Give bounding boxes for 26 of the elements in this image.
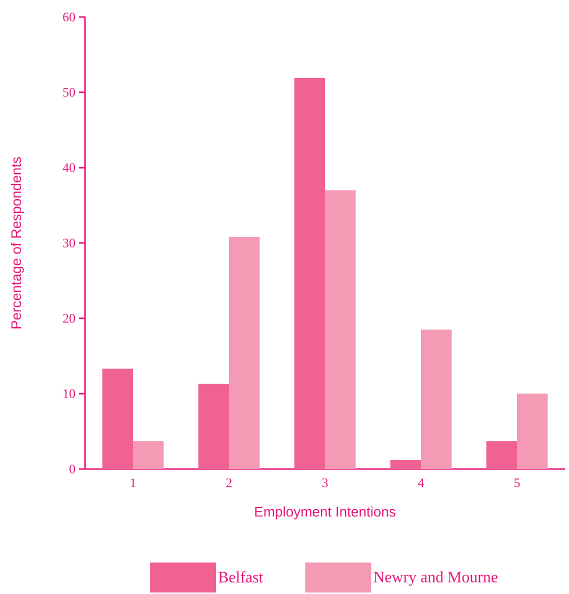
y-tick-label: 60	[63, 12, 76, 22]
y-tick-label: 50	[63, 88, 76, 97]
legend-label: Belfast	[218, 571, 264, 583]
y-axis-title: Percentage of Respondents	[10, 157, 24, 328]
bar	[517, 394, 548, 469]
legend-label: Newry and Mourne	[374, 571, 498, 586]
x-tick-label: 5	[514, 478, 520, 488]
bar	[486, 441, 518, 469]
bar	[325, 190, 356, 469]
bar	[421, 330, 452, 469]
y-tick-label: 40	[62, 163, 76, 172]
bar	[102, 368, 133, 469]
y-tick-label: 0	[70, 464, 76, 474]
y-tick-label: 30	[63, 238, 76, 248]
bar	[198, 384, 229, 469]
x-tick-label: 2	[226, 478, 232, 488]
bar	[390, 460, 422, 469]
bar	[294, 78, 326, 469]
x-tick-label: 1	[130, 478, 136, 488]
y-tick-label: 20	[63, 314, 76, 323]
x-axis-title: Employment Intentions	[255, 506, 396, 520]
bar	[229, 236, 260, 469]
bar	[133, 441, 164, 469]
x-tick-label: 3	[322, 478, 328, 488]
x-tick-label: 4	[418, 478, 424, 488]
y-tick-label: 10	[64, 389, 76, 398]
